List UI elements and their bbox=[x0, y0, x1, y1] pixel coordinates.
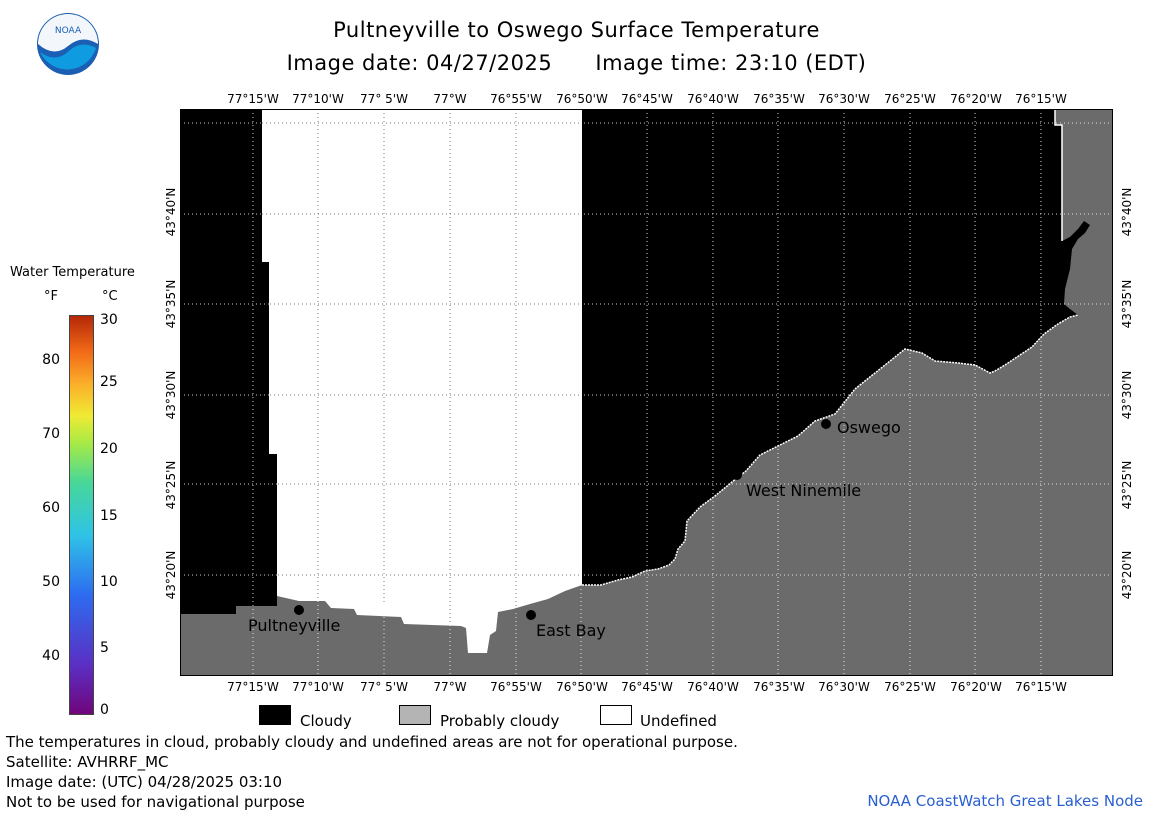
legend-undefined-swatch bbox=[600, 705, 632, 725]
lon-label: 77°15'W bbox=[227, 92, 279, 106]
c-tick: 10 bbox=[100, 574, 118, 590]
lon-label: 76°45'W bbox=[621, 680, 673, 694]
f-tick: 60 bbox=[42, 500, 60, 516]
lon-label: 76°45'W bbox=[621, 92, 673, 106]
c-tick: 15 bbox=[100, 508, 118, 524]
lon-label: 76°35'W bbox=[753, 92, 805, 106]
west-ninemile-marker bbox=[732, 470, 742, 480]
lat-label: 43°25'N bbox=[164, 460, 178, 510]
cloudy-area-west bbox=[180, 109, 277, 614]
legend-undefined-label: Undefined bbox=[640, 712, 717, 730]
map-panel[interactable]: Pultneyville East Bay West Ninemile Oswe… bbox=[180, 109, 1113, 676]
lat-label: 43°40'N bbox=[1120, 187, 1134, 237]
lat-label: 43°35'N bbox=[164, 279, 178, 329]
c-tick: 5 bbox=[100, 640, 109, 656]
lon-label: 77°10'W bbox=[292, 92, 344, 106]
lon-label: 77°W bbox=[433, 92, 467, 106]
lon-label: 76°20'W bbox=[950, 680, 1002, 694]
oswego-marker bbox=[821, 419, 831, 429]
lon-label: 76°30'W bbox=[818, 680, 870, 694]
cloudy-area-east bbox=[582, 109, 1090, 585]
lon-label: 76°25'W bbox=[884, 92, 936, 106]
lon-label: 77°W bbox=[433, 680, 467, 694]
lon-label: 77°15'W bbox=[227, 680, 279, 694]
f-tick: 80 bbox=[42, 352, 60, 368]
page-title: Pultneyville to Oswego Surface Temperatu… bbox=[333, 18, 820, 42]
lon-label: 76°40'W bbox=[687, 680, 739, 694]
lon-label: 76°35'W bbox=[753, 680, 805, 694]
noaa-logo: NOAA bbox=[36, 12, 100, 80]
lat-label: 43°40'N bbox=[164, 187, 178, 237]
place-label-east-bay: East Bay bbox=[536, 621, 606, 640]
footer-utc-date: Image date: (UTC) 04/28/2025 03:10 bbox=[6, 773, 283, 791]
pultneyville-marker bbox=[294, 605, 304, 615]
footer-credit: NOAA CoastWatch Great Lakes Node bbox=[867, 792, 1143, 810]
place-label-pultneyville: Pultneyville bbox=[248, 616, 341, 635]
c-tick: 25 bbox=[100, 374, 118, 390]
f-tick: 40 bbox=[42, 648, 60, 664]
image-time: Image time: 23:10 (EDT) bbox=[595, 51, 867, 75]
lat-label: 43°35'N bbox=[1120, 279, 1134, 329]
legend-cloudy-label: Cloudy bbox=[300, 712, 352, 730]
lon-label: 76°40'W bbox=[687, 92, 739, 106]
lon-label: 77°10'W bbox=[292, 680, 344, 694]
lon-label: 76°30'W bbox=[818, 92, 870, 106]
colorbar-unit-c: °C bbox=[102, 289, 118, 304]
lon-label: 76°15'W bbox=[1015, 92, 1067, 106]
east-bay-marker bbox=[526, 610, 536, 620]
lon-label: 76°50'W bbox=[556, 680, 608, 694]
logo-text: NOAA bbox=[55, 26, 82, 36]
lon-label: 76°25'W bbox=[884, 680, 936, 694]
lon-label: 77° 5'W bbox=[360, 92, 408, 106]
c-tick: 0 bbox=[100, 702, 109, 718]
footer-navigation-note: Not to be used for navigational purpose bbox=[6, 793, 305, 811]
lat-label: 43°30'N bbox=[164, 370, 178, 420]
lon-label: 76°55'W bbox=[490, 680, 542, 694]
lon-label: 76°50'W bbox=[556, 92, 608, 106]
c-tick: 30 bbox=[100, 312, 118, 328]
lon-label: 76°20'W bbox=[950, 92, 1002, 106]
colorbar-unit-f: °F bbox=[44, 289, 58, 304]
lat-label: 43°30'N bbox=[1120, 370, 1134, 420]
legend-probably-cloudy-swatch bbox=[399, 705, 431, 725]
footer-disclaimer: The temperatures in cloud, probably clou… bbox=[6, 733, 738, 751]
image-date: Image date: 04/27/2025 bbox=[286, 51, 553, 75]
lon-label: 77° 5'W bbox=[360, 680, 408, 694]
lat-label: 43°20'N bbox=[164, 550, 178, 600]
image-datetime: Image date: 04/27/2025 Image time: 23:10… bbox=[0, 51, 1153, 75]
place-label-oswego: Oswego bbox=[837, 418, 901, 437]
colorbar-title: Water Temperature bbox=[10, 265, 135, 280]
undefined-area bbox=[262, 109, 582, 653]
lon-label: 76°15'W bbox=[1015, 680, 1067, 694]
legend-probably-cloudy-label: Probably cloudy bbox=[440, 712, 560, 730]
legend-cloudy-swatch bbox=[259, 705, 291, 725]
f-tick: 50 bbox=[42, 574, 60, 590]
lon-label: 76°55'W bbox=[490, 92, 542, 106]
footer-satellite: Satellite: AVHRRF_MC bbox=[6, 753, 169, 771]
f-tick: 70 bbox=[42, 426, 60, 442]
lat-label: 43°20'N bbox=[1120, 550, 1134, 600]
temperature-colorbar bbox=[69, 315, 94, 715]
lat-label: 43°25'N bbox=[1120, 460, 1134, 510]
place-label-west-ninemile: West Ninemile bbox=[746, 481, 862, 500]
c-tick: 20 bbox=[100, 441, 118, 457]
